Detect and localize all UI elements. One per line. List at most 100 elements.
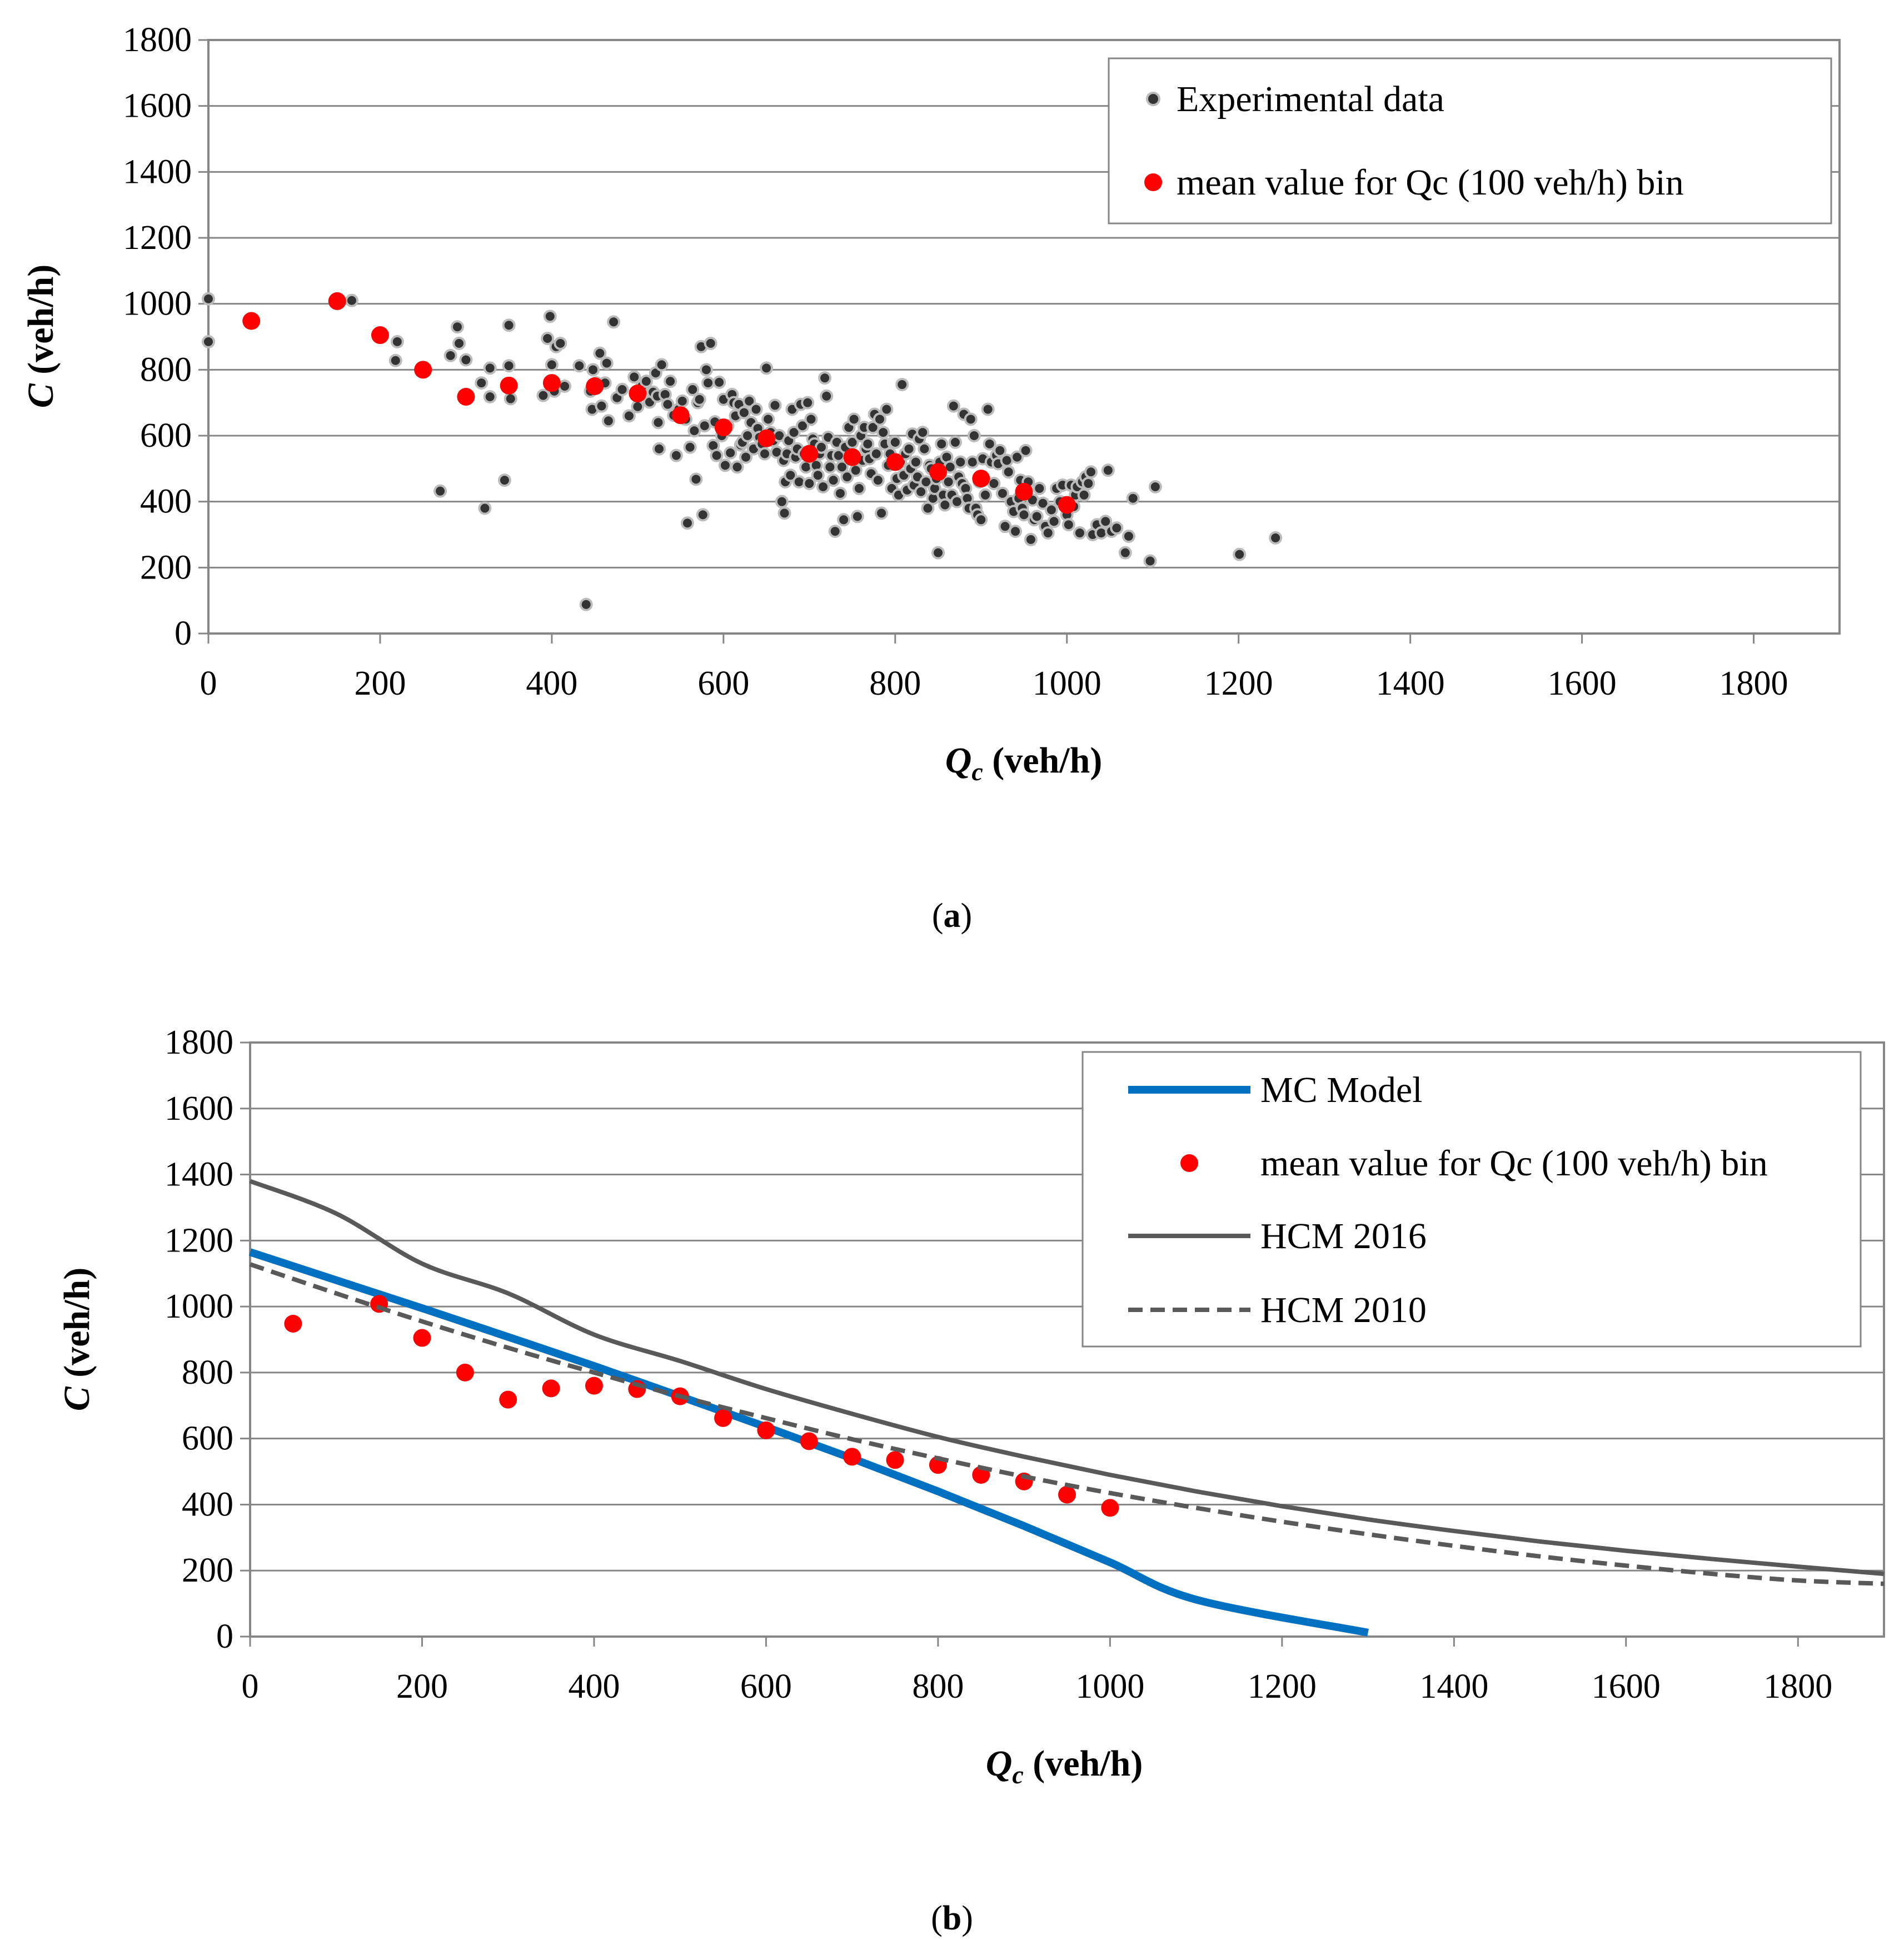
panel-b-legend-marker-mean bbox=[1180, 1154, 1198, 1172]
mean-point-750 bbox=[886, 1451, 904, 1469]
panel-b-x-axis-title: Qc (veh/h) bbox=[986, 1743, 1143, 1789]
panel-b-chart: 0 200 400 600 800 1000 1200 1400 1600 1800 0 200 40… bbox=[57, 1024, 1885, 1937]
panel-a-legend-label-experimental: Experimental data bbox=[1177, 79, 1444, 119]
experimental-point-282 bbox=[1122, 529, 1135, 543]
panel-b-legend-label-mc-model: MC Model bbox=[1260, 1070, 1423, 1110]
experimental-point-21 bbox=[545, 358, 559, 372]
experimental-point-281 bbox=[1118, 546, 1132, 560]
experimental-point-40 bbox=[622, 409, 636, 423]
experimental-point-144 bbox=[837, 513, 851, 527]
panel-b-gridlines bbox=[250, 1108, 1884, 1572]
experimental-point-9 bbox=[459, 353, 473, 367]
series-line-hcm-2010 bbox=[249, 1262, 1885, 1586]
x-tick-label-1400: 1400 bbox=[1376, 665, 1445, 702]
experimental-point-149 bbox=[845, 435, 859, 449]
experimental-point-17 bbox=[504, 392, 517, 406]
panel-b-legend-label-mean: mean value for Qc (100 veh/h) bin bbox=[1260, 1143, 1768, 1184]
experimental-point-95 bbox=[749, 402, 763, 416]
experimental-point-56 bbox=[669, 448, 683, 462]
panel-b-legend: MC Model mean value for Qc (100 veh/h) b… bbox=[1081, 1051, 1862, 1348]
experimental-point-158 bbox=[861, 437, 875, 451]
y-tick-label-1000: 1000 bbox=[123, 285, 192, 323]
experimental-point-287 bbox=[1269, 531, 1283, 545]
y-tick-label-1400: 1400 bbox=[123, 153, 192, 191]
experimental-point-92 bbox=[742, 394, 756, 408]
panel-a-chart: 0 200 400 600 800 1000 1200 1400 1600 1800 0 200 40… bbox=[21, 21, 1841, 935]
experimental-point-161 bbox=[866, 421, 880, 435]
y-tick-label-0: 0 bbox=[175, 615, 192, 652]
experimental-point-228 bbox=[983, 437, 996, 451]
experimental-point-19 bbox=[541, 331, 555, 345]
x-tick-label-200: 200 bbox=[354, 665, 406, 702]
experimental-point-152 bbox=[850, 510, 864, 523]
panel-b-x-axis-unit: (veh/h) bbox=[1024, 1743, 1143, 1784]
x-tick-label-0: 0 bbox=[242, 1668, 259, 1705]
mean-point-450 bbox=[586, 377, 604, 395]
x-tick-label-400: 400 bbox=[568, 1668, 620, 1705]
mean-point-250 bbox=[456, 1363, 474, 1382]
experimental-point-64 bbox=[689, 472, 703, 486]
panel-b-y-ticks: 0 200 400 600 800 1000 1200 1400 1600 1800 bbox=[165, 1024, 250, 1655]
experimental-point-3 bbox=[390, 335, 404, 348]
experimental-point-124 bbox=[803, 477, 816, 491]
experimental-point-123 bbox=[801, 396, 815, 410]
experimental-point-174 bbox=[888, 435, 902, 449]
mean-point-50 bbox=[284, 1314, 302, 1333]
experimental-point-201 bbox=[935, 437, 949, 451]
experimental-point-209 bbox=[948, 435, 962, 449]
experimental-point-134 bbox=[820, 389, 834, 403]
experimental-point-36 bbox=[601, 414, 615, 428]
panel-a-x-axis-title: Qc (veh/h) bbox=[945, 740, 1103, 786]
mean-point-550 bbox=[714, 1409, 732, 1427]
experimental-point-190 bbox=[916, 426, 930, 440]
experimental-point-166 bbox=[875, 506, 889, 520]
experimental-point-25 bbox=[558, 380, 572, 393]
x-tick-label-200: 200 bbox=[396, 1668, 448, 1705]
y-tick-label-0: 0 bbox=[216, 1618, 233, 1655]
mean-point-350 bbox=[500, 376, 518, 395]
panel-b-legend-label-hcm2010: HCM 2010 bbox=[1260, 1290, 1427, 1330]
mean-point-700 bbox=[843, 1448, 861, 1466]
experimental-point-246 bbox=[1019, 443, 1033, 457]
experimental-point-245 bbox=[1017, 508, 1031, 522]
experimental-point-240 bbox=[1009, 525, 1023, 538]
mean-point-150 bbox=[328, 292, 346, 310]
mean-point-350 bbox=[542, 1379, 560, 1398]
experimental-point-234 bbox=[995, 486, 1009, 500]
mean-point-650 bbox=[757, 429, 776, 447]
panel-a-legend: Experimental data mean value for Qc (100… bbox=[1108, 57, 1832, 225]
panel-a-y-axis-symbol: C bbox=[21, 383, 61, 408]
experimental-point-165 bbox=[873, 412, 886, 426]
experimental-point-5 bbox=[433, 484, 447, 498]
experimental-point-146 bbox=[840, 470, 854, 484]
panel-b-y-axis-symbol: C bbox=[57, 1386, 97, 1411]
mean-point-250 bbox=[414, 361, 432, 379]
mean-point-950 bbox=[1015, 482, 1033, 501]
experimental-point-182 bbox=[902, 442, 916, 456]
experimental-point-113 bbox=[784, 468, 798, 482]
experimental-point-167 bbox=[876, 426, 890, 440]
panel-a-legend-marker-mean bbox=[1144, 173, 1162, 191]
experimental-point-252 bbox=[1033, 481, 1046, 495]
experimental-point-44 bbox=[639, 375, 653, 388]
experimental-point-205 bbox=[941, 475, 955, 489]
experimental-point-6 bbox=[443, 348, 457, 362]
y-tick-label-600: 600 bbox=[182, 1420, 233, 1458]
experimental-point-255 bbox=[1041, 526, 1055, 540]
experimental-point-169 bbox=[880, 402, 894, 416]
experimental-point-10 bbox=[475, 376, 489, 390]
experimental-point-235 bbox=[998, 520, 1012, 533]
experimental-point-72 bbox=[704, 336, 717, 350]
experimental-point-51 bbox=[655, 358, 669, 372]
experimental-point-191 bbox=[918, 442, 931, 456]
experimental-point-284 bbox=[1143, 554, 1157, 568]
y-tick-label-800: 800 bbox=[140, 351, 192, 388]
panel-a-x-axis-subscript: c bbox=[971, 757, 983, 786]
experimental-point-226 bbox=[978, 488, 992, 502]
x-tick-label-1600: 1600 bbox=[1548, 665, 1617, 702]
y-tick-label-400: 400 bbox=[182, 1485, 233, 1523]
experimental-point-268 bbox=[1073, 526, 1086, 540]
x-tick-label-1400: 1400 bbox=[1419, 1668, 1488, 1705]
experimental-point-178 bbox=[895, 378, 909, 392]
experimental-point-63 bbox=[687, 424, 701, 438]
